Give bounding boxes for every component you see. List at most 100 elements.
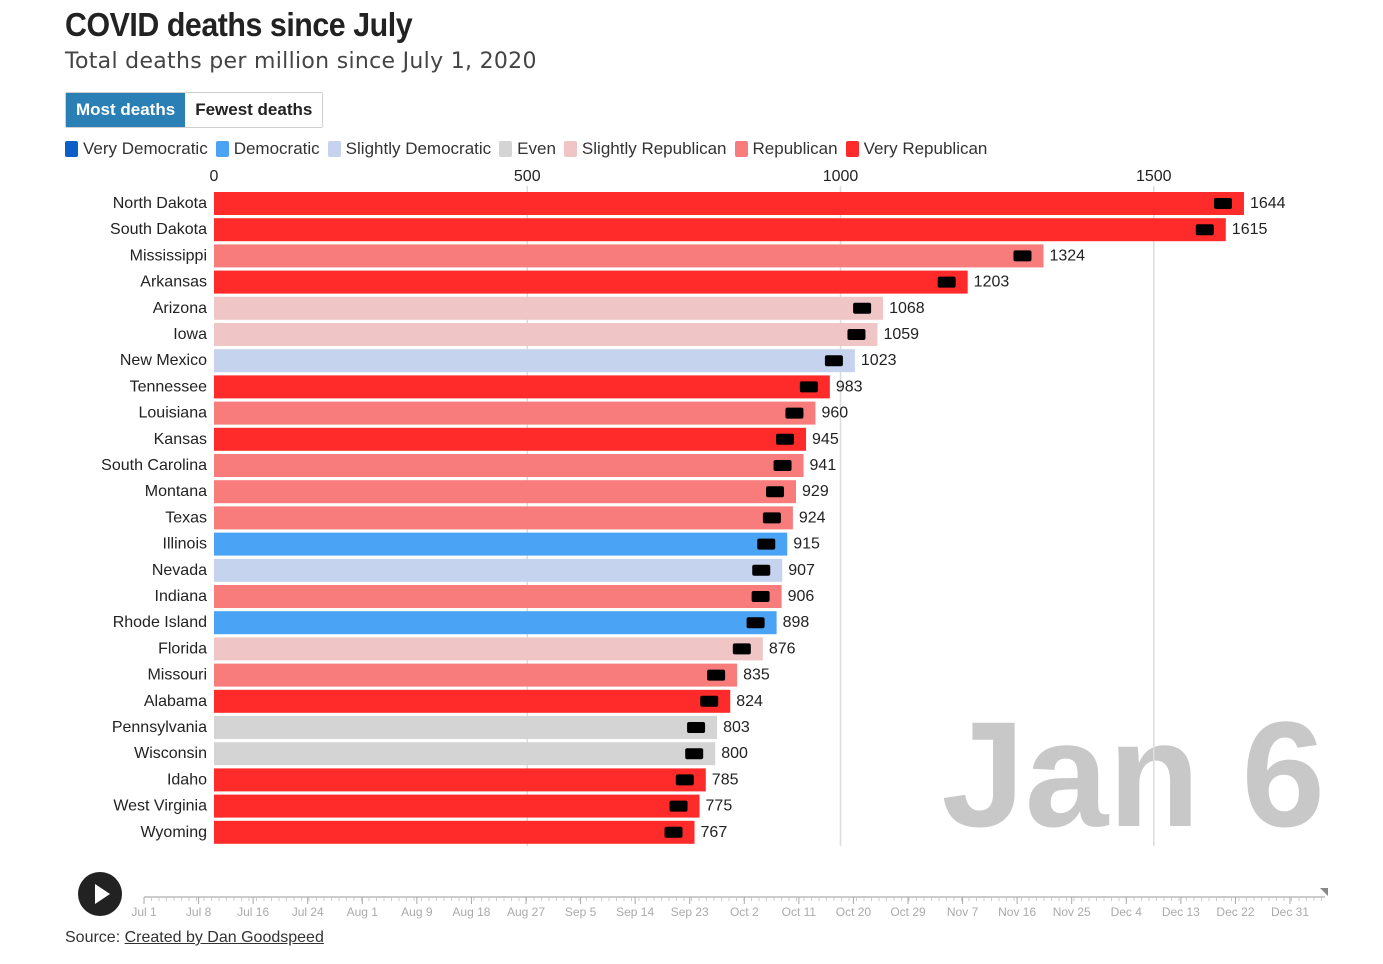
legend: Very Democratic Democratic Slightly Democr… xyxy=(65,139,987,159)
category-label: Texas xyxy=(165,509,207,526)
value-label: 1059 xyxy=(883,326,919,343)
play-button[interactable] xyxy=(78,872,122,916)
chart-subtitle: Total deaths per million since July 1, 2… xyxy=(65,49,537,74)
value-label: 960 xyxy=(821,405,848,422)
state-shape-icon xyxy=(762,512,781,524)
category-label: Idaho xyxy=(167,771,207,788)
bar xyxy=(214,296,884,320)
bar xyxy=(214,454,804,477)
category-label: Arkansas xyxy=(140,274,207,291)
category-label: Louisiana xyxy=(139,405,208,422)
bar xyxy=(214,349,855,373)
category-label: Arizona xyxy=(153,300,207,317)
category-label: Alabama xyxy=(144,693,207,710)
legend-swatch xyxy=(563,141,577,157)
state-shape-icon xyxy=(937,276,956,288)
timeline-tick-label: Jul 24 xyxy=(292,905,324,919)
timeline-tick-label: Jul 8 xyxy=(186,905,212,919)
timeline-tick-label: Dec 4 xyxy=(1111,905,1143,919)
category-label: Nevada xyxy=(152,562,207,579)
category-label: New Mexico xyxy=(120,352,207,369)
value-label: 876 xyxy=(769,640,796,657)
legend-label: Democratic xyxy=(233,139,320,158)
timeline-tick-label: Dec 13 xyxy=(1162,905,1200,919)
legend-label: Even xyxy=(517,139,556,158)
category-label: Mississippi xyxy=(130,247,207,264)
bar xyxy=(214,558,783,582)
chart-title: COVID deaths since July xyxy=(65,6,413,43)
bar xyxy=(214,611,777,635)
value-label: 929 xyxy=(802,483,829,500)
state-shape-icon xyxy=(707,669,726,681)
fewest-deaths-button[interactable]: Fewest deaths xyxy=(185,93,323,127)
category-label: South Carolina xyxy=(101,457,207,474)
value-label: 915 xyxy=(793,536,820,553)
bar xyxy=(214,585,782,608)
timeline-tick-label: Oct 20 xyxy=(836,905,872,919)
x-tick-label: 0 xyxy=(210,168,219,185)
category-label: Florida xyxy=(158,640,207,657)
legend-swatch xyxy=(65,141,78,157)
value-label: 1644 xyxy=(1250,195,1286,212)
value-label: 924 xyxy=(799,509,826,526)
category-label: South Dakota xyxy=(110,221,207,238)
timeline-tick-label: Dec 22 xyxy=(1216,905,1254,919)
value-label: 983 xyxy=(836,378,863,395)
value-label: 1615 xyxy=(1232,221,1268,238)
legend-swatch xyxy=(734,141,748,157)
bar xyxy=(214,218,1226,242)
timeline-tick-label: Aug 9 xyxy=(401,905,433,919)
most-deaths-button[interactable]: Most deaths xyxy=(66,93,186,127)
category-label: Tennessee xyxy=(130,378,207,395)
value-label: 824 xyxy=(736,693,763,710)
state-shape-icon xyxy=(675,774,694,786)
legend-item: Democratic xyxy=(215,139,320,159)
state-shape-icon xyxy=(776,433,795,445)
legend-label: Slightly Democratic xyxy=(345,139,492,158)
bar xyxy=(214,244,1044,268)
sort-toggle: Most deaths Fewest deaths xyxy=(65,92,324,128)
x-tick-label: 500 xyxy=(514,168,541,185)
timeline-tick-label: Sep 14 xyxy=(616,905,654,919)
timeline-tick-label: Jul 16 xyxy=(237,905,269,919)
state-shape-icon xyxy=(664,826,683,838)
bar xyxy=(214,506,793,530)
bar xyxy=(214,716,718,739)
state-shape-icon xyxy=(1013,250,1032,262)
value-label: 803 xyxy=(723,719,750,736)
bar xyxy=(214,323,878,346)
category-label: Montana xyxy=(145,483,207,500)
bar xyxy=(214,820,695,844)
value-label: 1023 xyxy=(861,352,897,369)
value-label: 1324 xyxy=(1049,247,1085,264)
value-label: 1203 xyxy=(974,274,1010,291)
state-shape-icon xyxy=(785,407,804,419)
bar xyxy=(214,742,716,766)
timeline-tick-label: Aug 18 xyxy=(452,905,490,919)
bar xyxy=(214,427,807,451)
legend-item: Republican xyxy=(734,139,838,159)
category-label: Illinois xyxy=(163,536,207,553)
source-link[interactable]: Created by Dan Goodspeed xyxy=(124,929,324,946)
x-tick-label: 1000 xyxy=(823,168,859,185)
legend-swatch xyxy=(499,141,513,157)
state-shape-icon xyxy=(752,564,771,576)
bar xyxy=(214,270,968,294)
state-shape-icon xyxy=(751,591,770,602)
category-label: West Virginia xyxy=(113,798,207,815)
legend-item: Very Democratic xyxy=(65,139,208,159)
timeline-handle[interactable] xyxy=(1320,888,1328,896)
value-label: 898 xyxy=(783,614,810,631)
value-label: 767 xyxy=(701,824,728,841)
state-shape-icon xyxy=(746,617,765,629)
state-shape-icon xyxy=(685,748,704,760)
bar xyxy=(214,689,731,713)
timeline-tick-label: Nov 16 xyxy=(998,905,1036,919)
category-label: Missouri xyxy=(147,667,207,684)
bar xyxy=(214,794,700,818)
legend-item: Even xyxy=(499,139,556,159)
source-prefix: Source: xyxy=(65,929,125,946)
legend-item: Very Republican xyxy=(845,139,987,159)
value-label: 1068 xyxy=(889,300,925,317)
